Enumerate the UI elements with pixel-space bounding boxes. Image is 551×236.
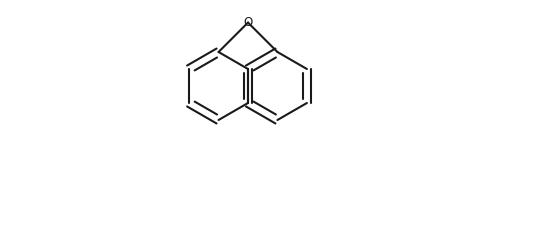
Text: O: O [244, 16, 252, 29]
